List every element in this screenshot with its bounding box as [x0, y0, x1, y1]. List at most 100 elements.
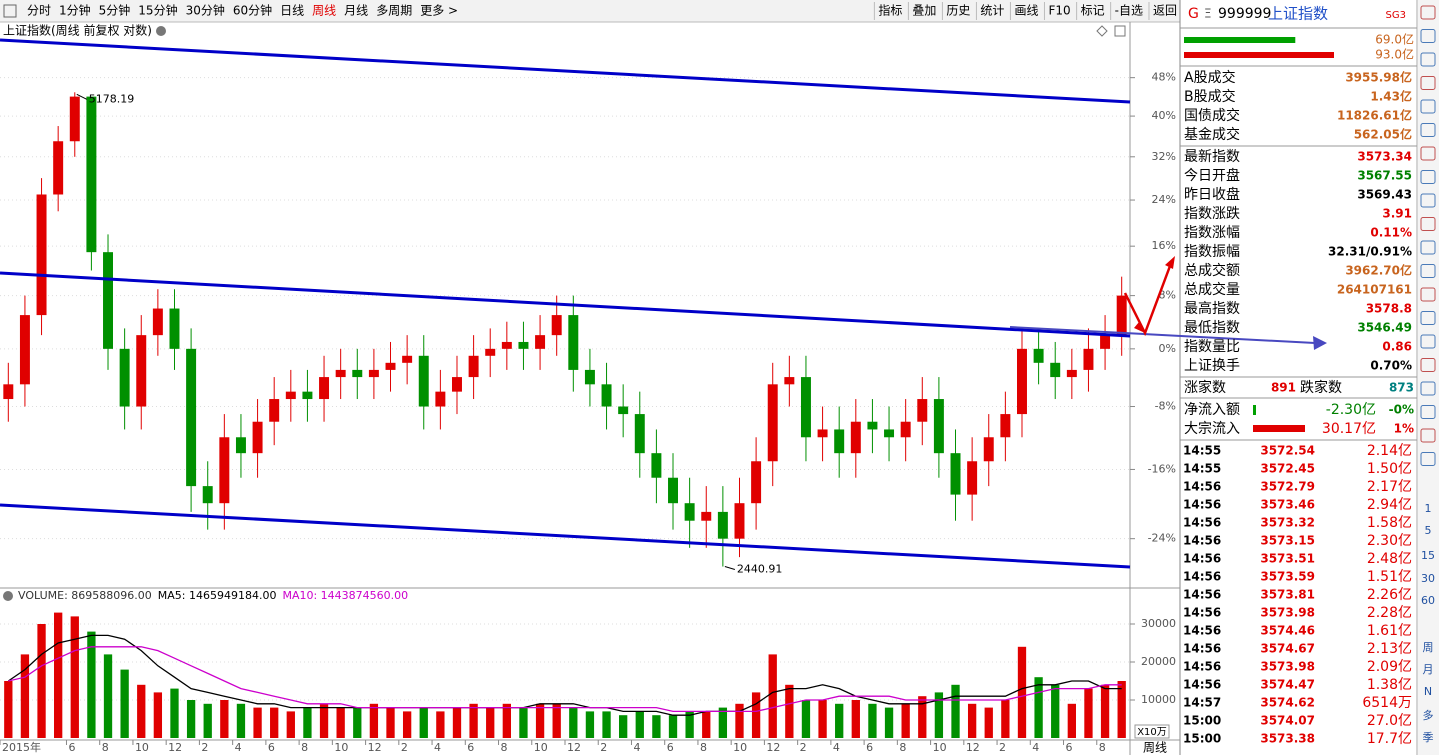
side-period[interactable]: 多	[1423, 708, 1434, 722]
icon-diamond[interactable]	[1096, 25, 1108, 37]
tool-button[interactable]: 统计	[980, 4, 1004, 18]
tool-icon[interactable]	[1420, 170, 1436, 184]
volume-bar	[951, 684, 960, 738]
tool-icon[interactable]	[1420, 428, 1436, 443]
period-tab[interactable]: 日线	[280, 4, 304, 18]
title-menu[interactable]	[156, 26, 166, 36]
tool-icon[interactable]	[1420, 123, 1436, 137]
side-period[interactable]: 季	[1423, 731, 1434, 744]
tool-icon[interactable]	[1420, 264, 1436, 278]
tool-icon[interactable]	[1420, 240, 1436, 255]
volume-bar	[369, 703, 379, 738]
quote-name: 上证指数	[1268, 5, 1328, 23]
tick-price: 3574.62	[1260, 696, 1315, 710]
period-tab[interactable]: 周线	[312, 4, 336, 18]
tool-icon[interactable]	[1420, 334, 1436, 349]
tool-icon[interactable]	[1420, 52, 1436, 67]
tool-icon[interactable]	[1420, 381, 1436, 396]
candle-body	[69, 96, 80, 142]
period-tab[interactable]: 1分钟	[59, 3, 91, 18]
side-period[interactable]: 5	[1425, 524, 1432, 537]
tool-icon[interactable]	[1420, 311, 1436, 325]
volume-menu[interactable]	[3, 591, 13, 601]
flow-bar	[1184, 52, 1334, 58]
side-period[interactable]: 30	[1421, 572, 1435, 585]
tick-price: 3573.59	[1260, 570, 1315, 584]
candle-body	[834, 429, 845, 454]
candle-body	[1033, 348, 1044, 363]
tool-button[interactable]: 返回	[1153, 4, 1177, 18]
tool-icon[interactable]	[1420, 358, 1436, 372]
candle-body	[867, 421, 878, 430]
y-tick-label: 48%	[1152, 71, 1176, 84]
candle-body	[319, 377, 330, 400]
candle-body	[917, 399, 928, 422]
tool-button[interactable]: 指标	[878, 3, 902, 18]
quote-value: 3962.70亿	[1345, 263, 1412, 278]
tick-price: 3574.07	[1260, 714, 1315, 728]
tool-button[interactable]: 叠加	[912, 4, 936, 18]
x-tick-label: 6	[268, 741, 275, 754]
candle-body	[1017, 348, 1027, 415]
menu-icon[interactable]	[3, 4, 17, 18]
side-period[interactable]: 15	[1421, 549, 1435, 562]
x-tick-label: 2	[401, 741, 408, 754]
side-period[interactable]: 1	[1425, 502, 1432, 515]
period-tab[interactable]: 30分钟	[186, 3, 225, 18]
tool-icon[interactable]	[1420, 217, 1436, 231]
quote-value: 0.11%	[1370, 226, 1412, 240]
tool-icon[interactable]	[1420, 193, 1436, 208]
volume-bar	[336, 707, 345, 738]
candle-body	[252, 421, 263, 454]
period-tab[interactable]: 15分钟	[138, 3, 177, 18]
tool-button[interactable]: 画线	[1014, 4, 1038, 18]
quote-label: 指数涨跌	[1184, 206, 1240, 222]
candle-body	[119, 348, 130, 407]
tool-button[interactable]: 标记	[1081, 4, 1105, 18]
tool-button[interactable]: -自选	[1115, 4, 1143, 18]
quote-value: 3573.34	[1357, 150, 1412, 164]
icon-window[interactable]	[1114, 25, 1126, 37]
flow-label: 69.0亿	[1375, 32, 1414, 47]
quote-mark: G	[1188, 6, 1199, 22]
quote-label: 指数涨幅	[1184, 225, 1240, 241]
volume-bar	[619, 715, 628, 738]
breadth-up: 891	[1271, 381, 1296, 395]
period-tab[interactable]: 60分钟	[233, 3, 272, 18]
volume-bar	[835, 703, 844, 738]
tool-icon[interactable]	[1420, 5, 1436, 20]
quote-menu[interactable]: Ξ	[1204, 7, 1212, 21]
candle-body	[518, 341, 529, 349]
tool-icon[interactable]	[1420, 452, 1436, 466]
period-tab[interactable]: 5分钟	[99, 3, 131, 18]
tick-time: 15:00	[1183, 714, 1221, 728]
period-tab[interactable]: 更多 >	[420, 4, 458, 18]
period-tab[interactable]: 多周期	[376, 4, 412, 18]
candle-body	[368, 369, 379, 378]
tick-time: 14:55	[1183, 462, 1221, 476]
side-period[interactable]: 周	[1423, 641, 1434, 654]
volume-bar	[37, 624, 46, 738]
tool-icon[interactable]	[1420, 405, 1436, 419]
side-period[interactable]: N	[1424, 685, 1432, 698]
volume-bar	[801, 700, 811, 738]
side-period[interactable]: 月	[1423, 663, 1434, 676]
period-tab[interactable]: 月线	[344, 4, 368, 18]
tool-icon[interactable]	[1420, 29, 1436, 43]
tool-button[interactable]: 历史	[946, 4, 970, 18]
tool-icon[interactable]	[1420, 76, 1436, 90]
quote-code: 999999	[1218, 6, 1271, 22]
period-tab[interactable]: 分时	[27, 4, 51, 18]
tool-icon[interactable]	[1420, 146, 1436, 161]
volume-bar	[203, 703, 212, 738]
side-period[interactable]: 60	[1421, 594, 1435, 607]
tool-button[interactable]: F10	[1048, 4, 1070, 18]
tick-volume: 2.28亿	[1367, 605, 1412, 621]
tick-time: 14:56	[1183, 606, 1221, 620]
tool-icon[interactable]	[1420, 99, 1436, 114]
candle-body	[751, 461, 762, 504]
tool-icon[interactable]	[1420, 287, 1436, 302]
candle-body	[235, 437, 246, 454]
candle-body	[651, 453, 662, 478]
quote-value: 32.31/0.91%	[1328, 245, 1412, 259]
